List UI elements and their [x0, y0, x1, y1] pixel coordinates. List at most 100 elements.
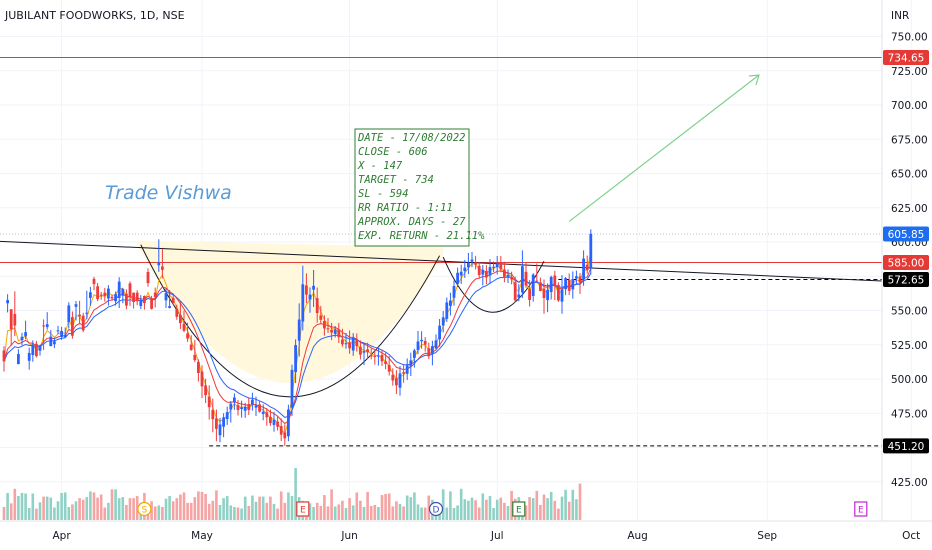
- candle-body: [171, 298, 175, 303]
- candle-body: [233, 397, 236, 403]
- price-label-bg: [883, 255, 929, 271]
- volume-bar: [215, 490, 218, 520]
- volume-bar: [171, 501, 175, 520]
- candle-body: [85, 312, 89, 314]
- candle-body: [6, 300, 9, 304]
- volume-bar: [351, 505, 355, 520]
- chart-title: JUBILANT FOODWORKS, 1D, NSE: [4, 9, 185, 22]
- volume-bar: [279, 491, 283, 520]
- candle-body: [179, 314, 182, 324]
- moving-averages: [3, 251, 592, 435]
- volume-bar: [348, 498, 351, 520]
- candle-body: [42, 325, 45, 327]
- y-tick-label: 550.00: [891, 306, 928, 318]
- candle-body: [323, 321, 326, 329]
- volume-bar: [175, 498, 179, 520]
- volume-bar: [359, 500, 362, 520]
- volume-bar: [132, 498, 135, 520]
- candle-body: [567, 279, 571, 291]
- volume-bar: [272, 503, 276, 520]
- price-labels: 734.65 605.85 585.00 572.65 451.20: [883, 50, 929, 454]
- volume-bar: [510, 490, 513, 520]
- candle-body: [503, 269, 506, 277]
- candle-body: [398, 373, 402, 388]
- volume-bar: [449, 491, 452, 520]
- volume-bar: [164, 498, 168, 520]
- volume-bar: [229, 505, 233, 520]
- axes[interactable]: INR: [0, 0, 932, 522]
- candle-body: [549, 276, 553, 293]
- volume-bar: [17, 496, 20, 520]
- volume-bar: [71, 504, 74, 520]
- candle-body: [27, 352, 31, 361]
- note-line-8: EXP. RETURN - 21.11%: [358, 230, 485, 242]
- candle-body: [197, 361, 200, 373]
- candle-body: [387, 365, 391, 372]
- volume-bar: [463, 499, 467, 520]
- candle-body: [254, 405, 258, 408]
- volume-bar: [157, 505, 161, 520]
- volume-bar: [333, 506, 337, 520]
- candle-body: [110, 296, 114, 299]
- candle-body: [265, 412, 269, 418]
- candle-body: [459, 271, 463, 276]
- time-axis-ticks[interactable]: AprMayJunJulAugSepOctNov: [53, 530, 932, 542]
- volume-bar: [128, 498, 132, 520]
- candle-body: [380, 354, 384, 362]
- volume-bar: [121, 497, 125, 520]
- candle-body: [272, 419, 276, 425]
- y-tick-label: 500.00: [891, 374, 928, 386]
- candle-body: [164, 292, 168, 301]
- volume-bar: [49, 497, 53, 520]
- volume-bar: [323, 495, 326, 520]
- candle-body: [348, 342, 351, 349]
- candle-body: [240, 407, 243, 410]
- candle-body: [20, 336, 24, 341]
- volume-bar: [24, 493, 27, 520]
- candle-body: [222, 417, 225, 427]
- volume-bar: [452, 508, 456, 520]
- volume-bar: [42, 496, 45, 520]
- candles[interactable]: [2, 229, 593, 446]
- candle-body: [384, 361, 387, 364]
- volume-bar: [409, 497, 413, 520]
- volume-bar: [308, 503, 312, 520]
- y-tick-label: 700.00: [891, 100, 928, 112]
- ema-mid-line: [3, 268, 592, 425]
- volume-bar: [549, 491, 553, 520]
- volume-bar: [56, 501, 60, 520]
- candle-body: [143, 295, 146, 304]
- volume-bar: [495, 499, 499, 520]
- event-letter: S: [142, 506, 148, 516]
- volume-bar: [377, 507, 380, 520]
- volume-bar: [96, 497, 99, 520]
- volume-bar: [369, 505, 373, 520]
- volume-bar: [233, 507, 236, 520]
- volume-bar: [283, 502, 287, 520]
- volume-bar: [567, 501, 571, 520]
- volume-bar: [557, 508, 560, 520]
- candle-body: [78, 314, 81, 317]
- neckline-trendline: [0, 240, 883, 282]
- candle-body: [81, 315, 85, 331]
- price-label-bg: [883, 50, 929, 66]
- volume-bar: [578, 483, 582, 520]
- candle-body: [229, 403, 233, 410]
- volume-bar: [247, 505, 251, 520]
- note-line-5: SL - 594: [358, 188, 409, 200]
- volume-bar: [114, 489, 117, 520]
- candle-body: [31, 344, 35, 356]
- volume-bar: [150, 501, 153, 520]
- candle-body: [564, 278, 567, 290]
- candle-body: [315, 298, 319, 313]
- candle-body: [423, 340, 427, 345]
- candle-body: [531, 274, 535, 296]
- candle-body: [53, 341, 56, 345]
- candle-body: [409, 360, 413, 366]
- volume-bar: [204, 494, 207, 520]
- volume-bar: [564, 489, 567, 520]
- volume-bar: [503, 502, 506, 520]
- x-tick-label: Apr: [53, 530, 72, 542]
